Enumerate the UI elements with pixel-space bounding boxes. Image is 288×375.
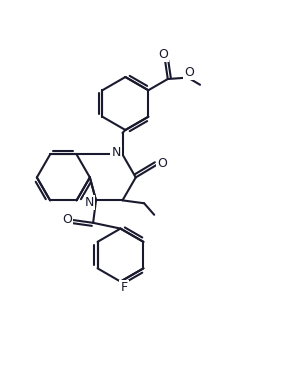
- Text: N: N: [111, 146, 121, 159]
- Text: O: O: [158, 48, 168, 61]
- Text: F: F: [120, 281, 128, 294]
- Text: N: N: [85, 196, 94, 209]
- Text: O: O: [184, 66, 194, 79]
- Text: O: O: [157, 156, 167, 170]
- Text: O: O: [62, 213, 72, 226]
